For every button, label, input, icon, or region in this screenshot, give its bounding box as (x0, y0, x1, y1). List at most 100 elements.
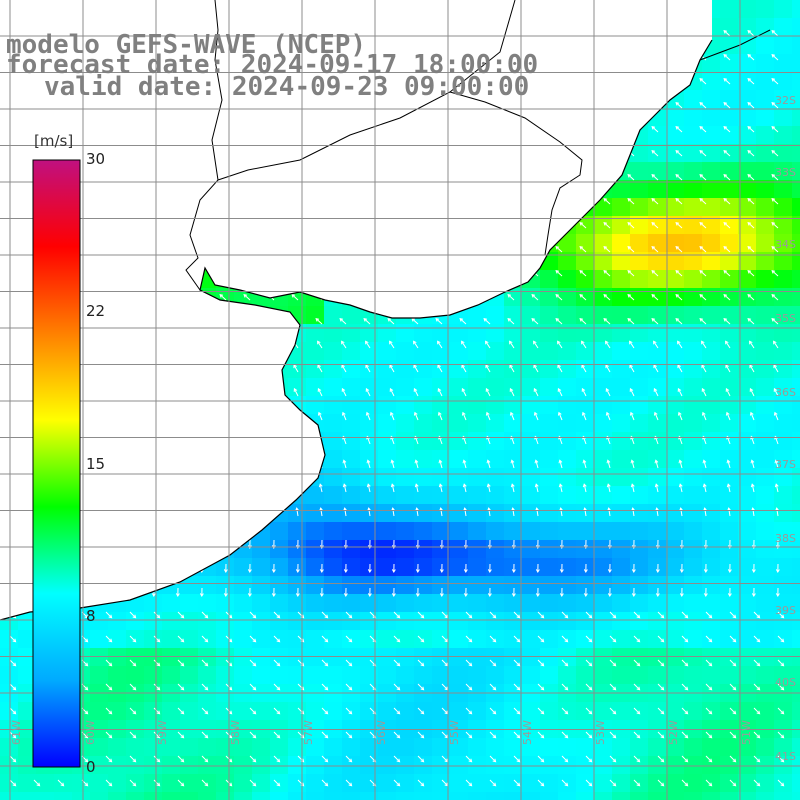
wind-arrow (437, 341, 443, 349)
wind-speed-cell (522, 468, 541, 487)
wind-speed-cell (360, 702, 379, 721)
wind-speed-cell (522, 486, 541, 505)
wind-arrow-head (773, 340, 777, 345)
wind-arrow-head (533, 340, 537, 345)
wind-speed-cell (684, 414, 703, 433)
wind-arrow (317, 388, 323, 397)
wind-arrow-head (655, 593, 660, 597)
wind-speed-cell (738, 72, 757, 91)
wind-speed-cell (612, 540, 631, 559)
wind-arrow-head (579, 245, 584, 250)
wind-arrow (561, 611, 568, 619)
wind-arrow (319, 484, 323, 493)
wind-arrow-head (276, 614, 281, 619)
wind-speed-cell (378, 576, 397, 595)
wind-speed-cell (594, 252, 613, 271)
wind-speed-cell (540, 756, 559, 775)
wind-arrow (321, 731, 328, 739)
wind-speed-cell (378, 486, 397, 505)
wind-speed-cell (414, 666, 433, 685)
wind-speed-cell (216, 612, 235, 631)
wind-arrow (627, 222, 635, 229)
wind-arrow-head (588, 638, 593, 643)
wind-speed-cell (576, 270, 595, 289)
wind-speed-cell (738, 648, 757, 667)
wind-arrow-head (579, 293, 584, 298)
wind-arrow-head (732, 710, 737, 715)
wind-arrow-head (420, 638, 425, 643)
wind-speed-cell (414, 414, 433, 433)
wind-speed-cell (396, 792, 415, 800)
wind-arrow (219, 294, 227, 301)
wind-speed-cell (126, 648, 145, 667)
wind-speed-cell (648, 774, 667, 793)
wind-arrow (9, 683, 16, 691)
wind-arrow (561, 755, 568, 763)
wind-arrow-head (660, 758, 665, 763)
wind-speed-cell (198, 648, 217, 667)
wind-arrow-head (540, 614, 545, 619)
wind-speed-cell (36, 792, 55, 800)
wind-speed-cell (288, 558, 307, 577)
wind-arrow (747, 54, 755, 61)
wind-arrow (753, 683, 760, 691)
wind-speed-cell (594, 522, 613, 541)
wind-arrow-head (389, 411, 394, 416)
wind-arrow-head (461, 387, 466, 392)
wind-arrow-head (420, 710, 425, 715)
wind-arrow-head (555, 317, 560, 322)
wind-arrow (513, 611, 520, 619)
wind-arrow-head (531, 293, 536, 298)
wind-arrow (177, 611, 184, 619)
wind-speed-cell (360, 774, 379, 793)
wind-arrow (531, 294, 539, 301)
wind-arrow (582, 412, 587, 421)
wind-speed-cell (108, 738, 127, 757)
wind-speed-cell (792, 756, 800, 775)
wind-speed-cell (414, 522, 433, 541)
wind-arrow-head (324, 734, 329, 739)
wind-speed-cell (270, 648, 289, 667)
wind-speed-cell (396, 630, 415, 649)
wind-arrow (584, 508, 587, 517)
wind-arrow-head (415, 507, 419, 512)
wind-speed-cell (432, 378, 451, 397)
wind-speed-cell (432, 702, 451, 721)
lon-label: 60W (84, 720, 97, 745)
wind-speed-cell (396, 774, 415, 793)
wind-speed-cell (630, 522, 649, 541)
wind-speed-cell (144, 612, 163, 631)
wind-arrow (345, 635, 352, 643)
wind-speed-cell (792, 630, 800, 649)
wind-speed-cell (522, 306, 541, 325)
colorbar-tick-30: 30 (86, 150, 106, 168)
wind-arrow (557, 388, 563, 397)
wind-speed-cell (648, 594, 667, 613)
lon-label: 51W (740, 720, 753, 745)
wind-speed-cell (666, 288, 685, 307)
wind-speed-cell (684, 792, 703, 800)
wind-speed-cell (468, 360, 487, 379)
wind-arrow-head (651, 149, 656, 154)
wind-arrow (729, 611, 736, 619)
wind-speed-cell (288, 666, 307, 685)
wind-arrow (699, 102, 707, 109)
wind-speed-cell (396, 342, 415, 361)
wind-speed-cell (630, 270, 649, 289)
wind-arrow (585, 635, 592, 643)
wind-arrow (555, 318, 563, 325)
wind-arrow (725, 341, 731, 349)
wind-arrow (777, 707, 784, 715)
wind-speed-cell (684, 774, 703, 793)
wind-arrow (701, 364, 707, 373)
wind-speed-cell (738, 756, 757, 775)
wind-arrow-head (12, 758, 17, 763)
wind-arrow-head (660, 710, 665, 715)
wind-speed-cell (738, 378, 757, 397)
wind-arrow-head (12, 782, 17, 787)
wind-arrow-head (636, 638, 641, 643)
wind-speed-cell (630, 288, 649, 307)
wind-arrow-head (12, 638, 17, 643)
wind-speed-cell (414, 612, 433, 631)
wind-speed-cell (720, 594, 739, 613)
